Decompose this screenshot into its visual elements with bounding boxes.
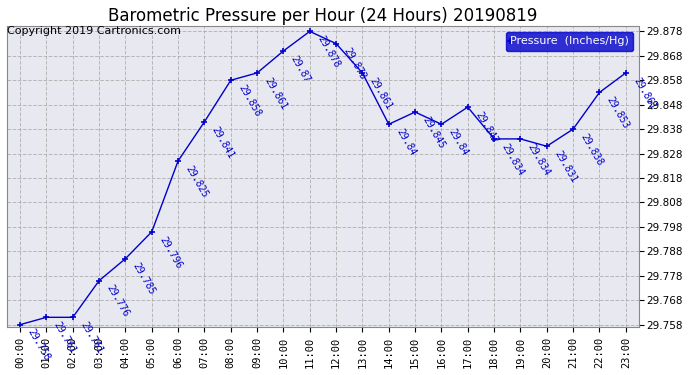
Text: 29.861: 29.861 xyxy=(631,76,658,111)
Title: Barometric Pressure per Hour (24 Hours) 20190819: Barometric Pressure per Hour (24 Hours) … xyxy=(108,7,538,25)
Text: 29.796: 29.796 xyxy=(157,234,184,270)
Pressure  (Inches/Hg) xyxy=(464,105,472,110)
Text: 29.84: 29.84 xyxy=(394,127,417,158)
Pressure  (Inches/Hg) xyxy=(16,322,24,327)
Text: Copyright 2019 Cartronics.com: Copyright 2019 Cartronics.com xyxy=(7,26,181,36)
Text: 29.861: 29.861 xyxy=(263,76,289,111)
Text: 29.858: 29.858 xyxy=(236,83,263,118)
Text: 29.84: 29.84 xyxy=(447,127,471,158)
Pressure  (Inches/Hg) xyxy=(306,29,314,34)
Text: 29.831: 29.831 xyxy=(552,149,579,184)
Line: Pressure  (Inches/Hg): Pressure (Inches/Hg) xyxy=(17,28,629,328)
Pressure  (Inches/Hg) xyxy=(384,122,393,126)
Pressure  (Inches/Hg) xyxy=(148,230,156,234)
Pressure  (Inches/Hg) xyxy=(595,90,604,95)
Pressure  (Inches/Hg) xyxy=(279,49,288,53)
Text: 29.841: 29.841 xyxy=(210,124,236,160)
Text: 29.776: 29.776 xyxy=(105,284,131,319)
Text: 29.873: 29.873 xyxy=(342,46,368,82)
Text: 29.838: 29.838 xyxy=(579,132,605,168)
Pressure  (Inches/Hg) xyxy=(121,256,130,261)
Text: 29.761: 29.761 xyxy=(52,320,78,356)
Legend: Pressure  (Inches/Hg): Pressure (Inches/Hg) xyxy=(506,32,633,51)
Pressure  (Inches/Hg) xyxy=(516,136,524,141)
Pressure  (Inches/Hg) xyxy=(542,144,551,148)
Pressure  (Inches/Hg) xyxy=(95,278,104,283)
Text: 29.845: 29.845 xyxy=(421,115,447,150)
Text: 29.834: 29.834 xyxy=(526,142,552,177)
Pressure  (Inches/Hg) xyxy=(68,315,77,320)
Text: 29.758: 29.758 xyxy=(26,327,52,363)
Pressure  (Inches/Hg) xyxy=(437,122,446,126)
Pressure  (Inches/Hg) xyxy=(42,315,50,320)
Pressure  (Inches/Hg) xyxy=(332,41,340,46)
Text: 29.761: 29.761 xyxy=(79,320,105,356)
Text: 29.878: 29.878 xyxy=(315,34,342,70)
Text: 29.87: 29.87 xyxy=(289,54,313,84)
Pressure  (Inches/Hg) xyxy=(490,136,498,141)
Text: 29.834: 29.834 xyxy=(500,142,526,177)
Pressure  (Inches/Hg) xyxy=(358,70,366,75)
Pressure  (Inches/Hg) xyxy=(226,78,235,82)
Text: 29.853: 29.853 xyxy=(605,95,631,131)
Pressure  (Inches/Hg) xyxy=(174,159,182,163)
Text: 29.825: 29.825 xyxy=(184,164,210,199)
Pressure  (Inches/Hg) xyxy=(411,110,420,114)
Pressure  (Inches/Hg) xyxy=(200,120,208,124)
Text: 29.785: 29.785 xyxy=(131,261,157,297)
Text: 29.847: 29.847 xyxy=(473,110,500,146)
Pressure  (Inches/Hg) xyxy=(622,70,630,75)
Text: 29.861: 29.861 xyxy=(368,76,394,111)
Pressure  (Inches/Hg) xyxy=(253,70,262,75)
Pressure  (Inches/Hg) xyxy=(569,127,578,131)
